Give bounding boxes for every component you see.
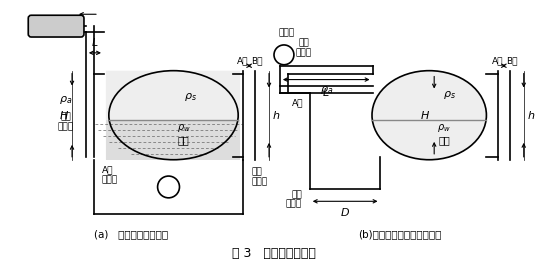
Text: $h$: $h$ xyxy=(526,109,535,121)
Text: $L$: $L$ xyxy=(322,86,330,97)
Text: $\rho_a$: $\rho_a$ xyxy=(59,94,72,106)
Text: A侧: A侧 xyxy=(237,56,249,65)
Text: 平衡容器: 平衡容器 xyxy=(46,21,67,30)
Text: 汽包: 汽包 xyxy=(438,135,450,145)
Text: $\rho_s$: $\rho_s$ xyxy=(184,91,197,103)
Text: (a)   平衡容器安装方式: (a) 平衡容器安装方式 xyxy=(94,229,168,239)
Text: (b)平置汽侧取样管安装方式: (b)平置汽侧取样管安装方式 xyxy=(358,229,441,239)
Text: $D$: $D$ xyxy=(340,206,350,218)
FancyBboxPatch shape xyxy=(106,71,240,160)
Text: 变送器: 变送器 xyxy=(102,175,118,184)
FancyBboxPatch shape xyxy=(28,15,84,37)
Text: 取样管: 取样管 xyxy=(58,123,74,132)
Text: $\rho_w$: $\rho_w$ xyxy=(177,122,191,134)
Text: 取样管: 取样管 xyxy=(285,200,302,209)
Text: 图 3   汽包的液位测量: 图 3 汽包的液位测量 xyxy=(232,247,316,260)
Text: A侧: A侧 xyxy=(292,99,304,108)
Text: 汽侧: 汽侧 xyxy=(61,113,71,122)
Text: $H$: $H$ xyxy=(59,109,69,121)
Text: $\rho_w$: $\rho_w$ xyxy=(437,122,451,134)
Text: $\rho_a$: $\rho_a$ xyxy=(320,84,333,97)
Text: B侧: B侧 xyxy=(506,56,518,65)
Text: 汽包: 汽包 xyxy=(177,135,189,145)
Text: 取样管: 取样管 xyxy=(296,48,312,57)
Circle shape xyxy=(274,45,294,65)
Text: 取样管: 取样管 xyxy=(251,177,267,186)
Text: 变送器: 变送器 xyxy=(279,28,295,37)
Circle shape xyxy=(158,176,180,198)
Text: $H$: $H$ xyxy=(420,109,430,121)
Text: $\rho_s$: $\rho_s$ xyxy=(442,89,456,101)
Bar xyxy=(106,120,240,160)
Text: $L$: $L$ xyxy=(91,36,99,48)
Text: A侧: A侧 xyxy=(492,56,503,65)
Ellipse shape xyxy=(372,71,486,160)
Text: 水侧: 水侧 xyxy=(291,190,302,199)
Text: A侧: A侧 xyxy=(102,165,114,174)
Text: $h$: $h$ xyxy=(272,109,281,121)
Text: B侧: B侧 xyxy=(251,56,263,65)
Text: 水侧: 水侧 xyxy=(251,167,262,176)
Text: 汽侧: 汽侧 xyxy=(299,38,309,47)
